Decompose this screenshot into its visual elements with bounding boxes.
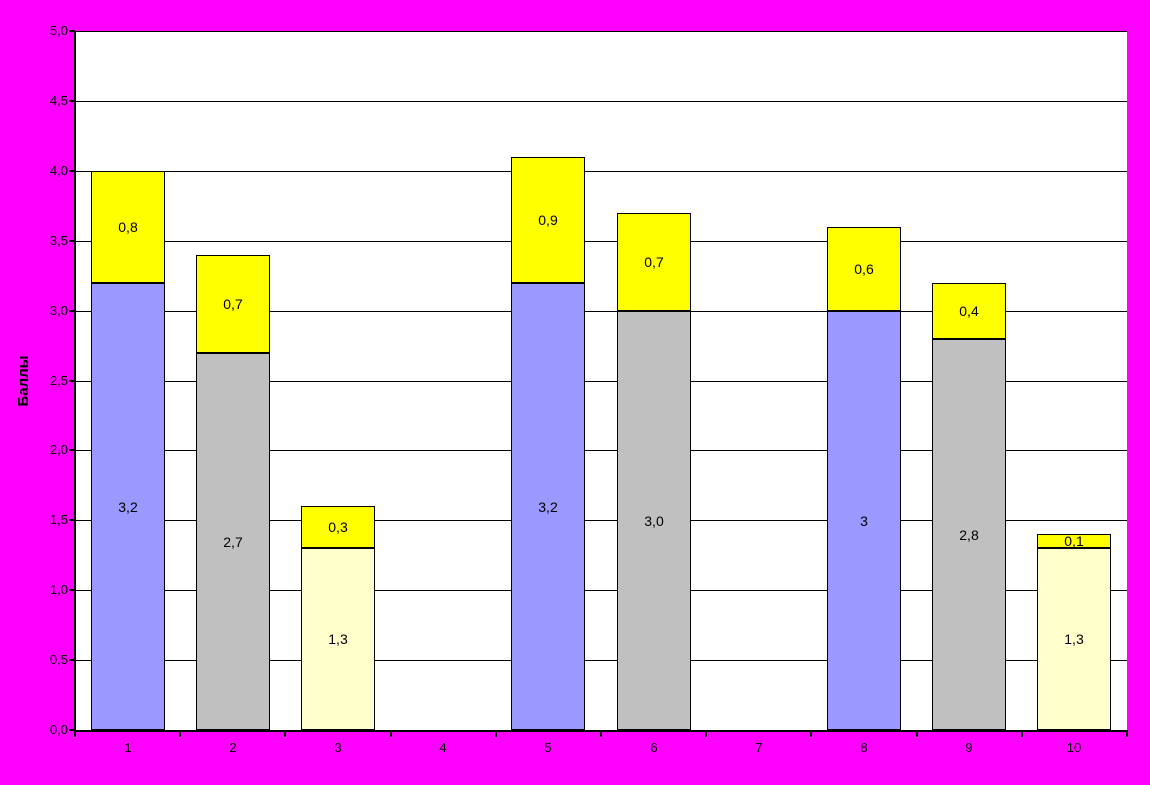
x-axis-tick xyxy=(916,732,918,737)
y-tick-label: 2,5 xyxy=(49,373,68,388)
x-tick-label: 5 xyxy=(544,740,552,755)
x-tick-label: 2 xyxy=(229,740,237,755)
x-axis-tick xyxy=(1126,732,1128,737)
x-tick-label: 1 xyxy=(124,740,132,755)
y-tick-label: 5,0 xyxy=(49,23,68,38)
x-tick-label: 9 xyxy=(965,740,973,755)
bar-segment: 3,2 xyxy=(91,283,165,730)
x-tick-label: 10 xyxy=(1066,740,1082,755)
y-tick-label: 2,0 xyxy=(49,442,68,457)
y-axis-tick xyxy=(69,310,75,312)
x-tick-label: 8 xyxy=(860,740,868,755)
bar-segment: 0,1 xyxy=(1037,534,1111,548)
y-tick-label: 1,0 xyxy=(49,582,68,597)
x-axis-tick xyxy=(179,732,181,737)
y-axis-tick xyxy=(69,659,75,661)
bar-segment: 0,6 xyxy=(827,227,901,311)
gridline xyxy=(75,660,1127,661)
bar-segment-value: 2,7 xyxy=(223,533,243,550)
y-axis-tick xyxy=(69,729,75,731)
bar-segment-value: 0,7 xyxy=(644,254,664,270)
gridline xyxy=(75,520,1127,521)
x-tick-label: 7 xyxy=(755,740,763,755)
gridline xyxy=(75,101,1127,102)
y-axis-tick xyxy=(69,30,75,32)
bar-segment-value: 0,3 xyxy=(328,519,348,535)
bar-segment-value: 0,8 xyxy=(118,219,138,235)
x-axis-tick xyxy=(1021,732,1023,737)
bar-segment: 0,4 xyxy=(932,283,1006,339)
bar-segment-value: 1,3 xyxy=(1064,631,1084,647)
y-axis-tick xyxy=(69,240,75,242)
y-tick-label: 0,0 xyxy=(49,722,68,737)
x-tick-label: 6 xyxy=(650,740,658,755)
bar-segment-value: 0,4 xyxy=(959,303,979,319)
x-axis-tick xyxy=(600,732,602,737)
y-axis-line xyxy=(74,31,76,732)
bar-segment: 0,8 xyxy=(91,171,165,283)
y-tick-label: 4,5 xyxy=(49,93,68,108)
x-axis-tick xyxy=(74,732,76,737)
x-tick-label: 4 xyxy=(439,740,447,755)
bar-segment-value: 0,1 xyxy=(1064,533,1084,549)
y-axis-tick xyxy=(69,519,75,521)
y-tick-label: 3,0 xyxy=(49,303,68,318)
bar-segment-value: 3,2 xyxy=(118,498,138,515)
bar-segment: 3,0 xyxy=(617,311,691,730)
gridline xyxy=(75,241,1127,242)
bar-segment: 1,3 xyxy=(1037,548,1111,730)
x-axis-tick xyxy=(284,732,286,737)
y-axis-tick xyxy=(69,589,75,591)
y-axis-tick xyxy=(69,100,75,102)
gridline xyxy=(75,171,1127,172)
y-tick-label: 0,5 xyxy=(49,652,68,667)
bar-segment: 0,3 xyxy=(301,506,375,548)
bar-segment: 3,2 xyxy=(511,283,585,730)
y-axis-tick xyxy=(69,170,75,172)
y-tick-label: 4,0 xyxy=(49,163,68,178)
x-axis-line xyxy=(74,730,1128,732)
x-axis-tick xyxy=(810,732,812,737)
y-axis-tick xyxy=(69,380,75,382)
bar-segment: 0,7 xyxy=(617,213,691,311)
bar-segment-value: 1,3 xyxy=(328,631,348,647)
gridline xyxy=(75,311,1127,312)
bar-segment-value: 3 xyxy=(860,512,868,529)
bar-segment: 0,7 xyxy=(196,255,270,353)
y-axis-tick xyxy=(69,449,75,451)
y-tick-label: 3,5 xyxy=(49,233,68,248)
gridline xyxy=(75,590,1127,591)
bar-segment: 1,3 xyxy=(301,548,375,730)
x-axis-tick xyxy=(495,732,497,737)
y-tick-label: 1,5 xyxy=(49,512,68,527)
bar-segment: 3 xyxy=(827,311,901,730)
bar-segment: 2,7 xyxy=(196,353,270,730)
gridline xyxy=(75,31,1127,32)
bar-segment-value: 3,2 xyxy=(538,498,558,515)
bar-segment: 0,9 xyxy=(511,157,585,283)
plot-area: 3,2 0,8 2,7 0,7 1,3 0,3 3,2 0,9 3,0 0,7 3 0,6 2,8 0,4… xyxy=(75,31,1127,730)
x-axis-tick xyxy=(390,732,392,737)
gridline xyxy=(75,450,1127,451)
gridline xyxy=(75,381,1127,382)
bar-segment-value: 0,7 xyxy=(223,296,243,312)
bar-segment: 2,8 xyxy=(932,339,1006,730)
bar-segment-value: 0,9 xyxy=(538,212,558,228)
bar-segment-value: 3,0 xyxy=(644,512,664,529)
bar-segment-value: 0,6 xyxy=(854,261,874,277)
x-tick-label: 3 xyxy=(334,740,342,755)
bar-segment-value: 2,8 xyxy=(959,526,979,543)
x-axis-tick xyxy=(705,732,707,737)
